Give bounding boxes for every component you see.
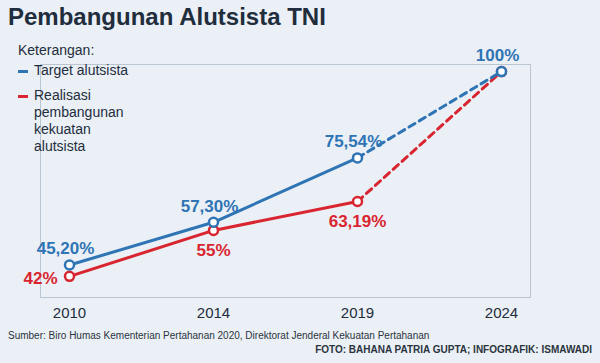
- svg-text:2010: 2010: [53, 304, 86, 321]
- html-text:FOTO: BAHANA PATRIA GUPTA; INF: FOTO: BAHANA PATRIA GUPTA; INFOGRAFIK: I…: [315, 344, 592, 355]
- svg-text:75,54%: 75,54%: [325, 132, 383, 151]
- svg-text:42%: 42%: [23, 269, 57, 288]
- svg-text:2024: 2024: [485, 304, 518, 321]
- svg-text:2014: 2014: [197, 304, 230, 321]
- html-text:Realisasi pembangunan kekuatan: Realisasi pembangunan kekuatan alutsista: [34, 87, 124, 154]
- svg-text:57,30%: 57,30%: [181, 197, 239, 216]
- svg-text:100%: 100%: [476, 46, 519, 65]
- svg-text:63,19%: 63,19%: [329, 212, 387, 231]
- svg-text:2019: 2019: [341, 304, 374, 321]
- svg-text:45,20%: 45,20%: [37, 239, 95, 258]
- html-text:Target alutsista: Target alutsista: [34, 62, 129, 78]
- html-text:Sumber: Biro Humas Kementerian: Sumber: Biro Humas Kementerian Pertahana…: [8, 330, 430, 341]
- svg-text:55%: 55%: [196, 241, 230, 260]
- html-text:Keterangan:: Keterangan:: [18, 42, 95, 58]
- html-text:Pembangunan Alutsista TNI: Pembangunan Alutsista TNI: [8, 3, 326, 30]
